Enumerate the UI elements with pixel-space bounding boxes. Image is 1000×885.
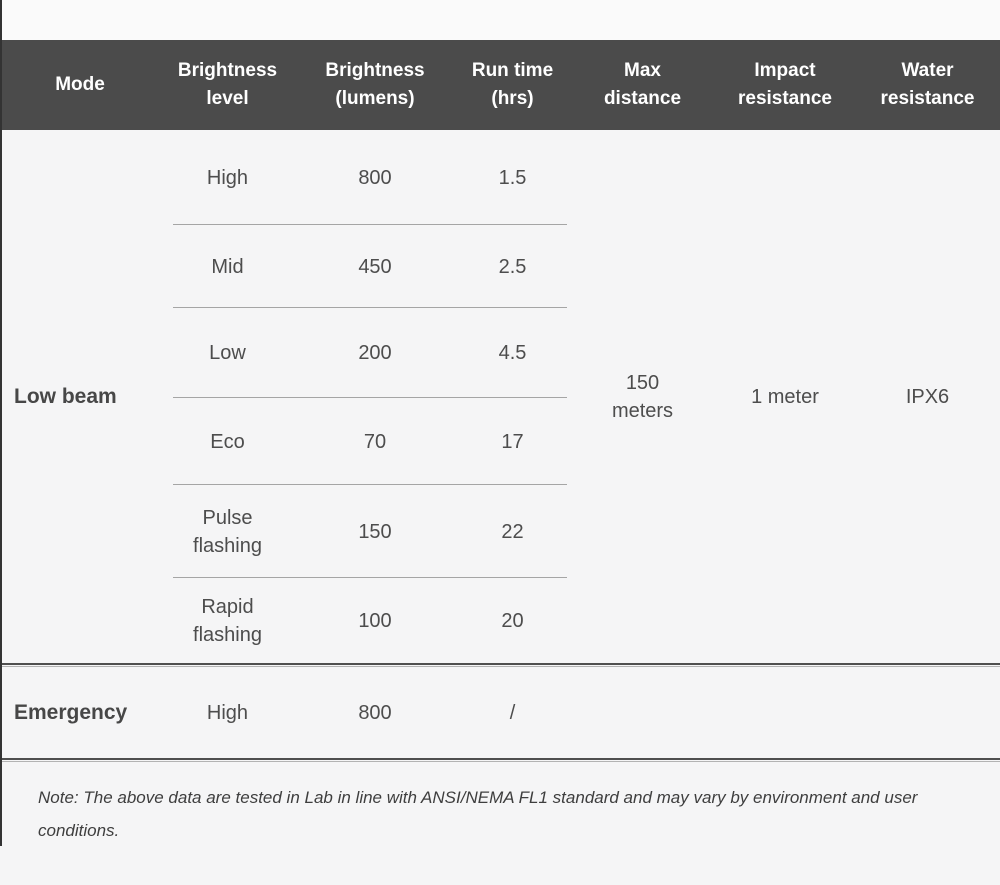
water-resistance-cell [855,667,1000,758]
runtime-cell: 1.5 [498,166,527,189]
table-row: Low 200 4.5 [160,308,570,398]
mode-cell-low-beam: Low beam [0,130,160,663]
lumens-cell: 70 [363,430,387,453]
runtime-cell: 22 [501,520,524,543]
column-header-brightness-lumens: Brightness (lumens) [325,60,425,109]
emergency-row: Emergency High 800 / [0,667,1000,758]
brightness-level-cell: High [206,701,249,724]
top-margin [0,0,1000,40]
mode-cell-emergency: Emergency [0,667,160,758]
low-beam-subrows: High 800 1.5 Mid 450 2.5 Low 200 4.5 Eco… [160,130,570,663]
low-beam-shared-values: 150 meters 1 meter IPX6 [570,130,1000,663]
table-row: High 800 1.5 [160,130,570,225]
water-resistance-cell: IPX6 [905,385,950,408]
max-distance-cell [570,667,715,758]
column-header-max-distance: Max distance [603,60,682,109]
brightness-level-cell: Pulse flashing [193,506,262,557]
table-row: Pulse flashing 150 22 [160,485,570,578]
impact-resistance-cell: 1 meter [751,385,819,408]
column-header-impact-resistance: Impact resistance [737,60,832,109]
brightness-level-cell: Mid [211,255,244,278]
table-row: Mid 450 2.5 [160,225,570,308]
low-beam-section: Low beam High 800 1.5 Mid 450 2.5 Low 20… [0,130,1000,663]
table-row: Eco 70 17 [160,398,570,485]
brightness-level-cell: High [206,166,249,189]
lumens-cell: 100 [358,609,392,632]
brightness-level-cell: Low [209,342,246,364]
runtime-cell: 4.5 [498,342,527,364]
lumens-cell: 800 [358,701,392,724]
lumens-cell: 150 [358,520,392,543]
left-edge-line [0,0,2,846]
brightness-level-cell: Eco [210,430,245,453]
mode-label-emergency: Emergency [14,700,128,724]
table-row: Rapid flashing 100 20 [160,578,570,663]
runtime-cell: 20 [501,609,524,632]
footnote-text: Note: The above data are tested in Lab i… [38,788,918,840]
section-divider-bottom [0,758,1000,762]
max-distance-cell: 150 meters [611,371,674,422]
column-header-mode: Mode [55,74,105,95]
section-divider-top [0,663,1000,667]
runtime-cell: 17 [501,430,524,453]
brightness-level-cell: Rapid flashing [193,595,262,646]
runtime-cell: 2.5 [498,255,527,278]
lumens-cell: 200 [358,342,392,364]
footnote: Note: The above data are tested in Lab i… [0,762,1000,885]
lumens-cell: 450 [358,255,392,278]
column-header-brightness-level: Brightness level [177,60,278,109]
impact-resistance-cell [715,667,855,758]
lumens-cell: 800 [358,166,392,189]
table-header-row: Mode Brightness level Brightness (lumens… [0,40,1000,130]
column-header-water-resistance: Water resistance [880,60,975,109]
column-header-run-time: Run time (hrs) [471,60,554,109]
mode-label-low-beam: Low beam [14,384,117,408]
runtime-cell: / [509,701,516,724]
